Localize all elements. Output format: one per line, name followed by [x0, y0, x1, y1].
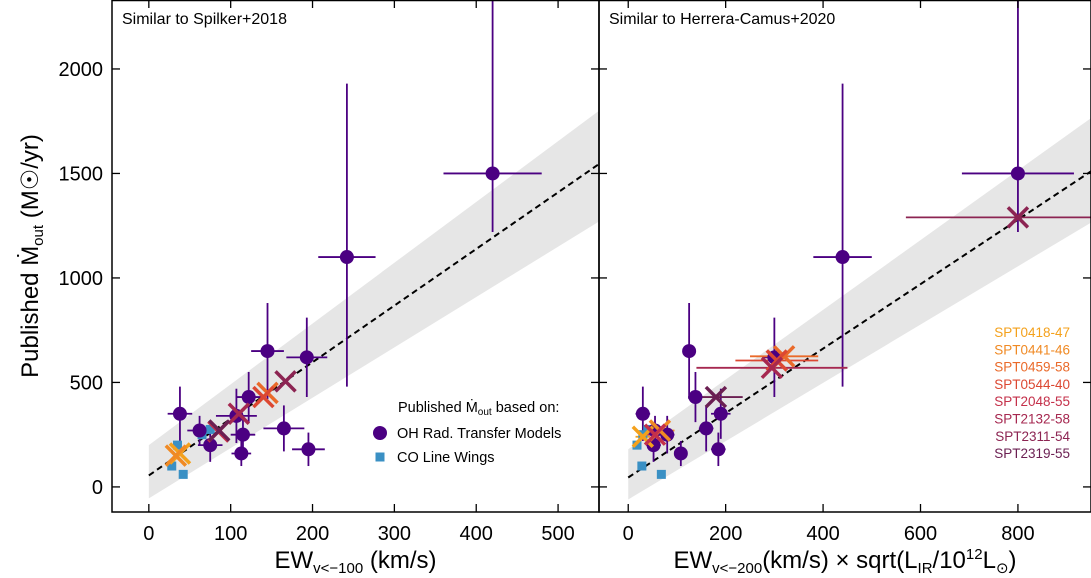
plot-area	[627, 0, 1091, 500]
y-tick-label: 500	[70, 372, 103, 394]
x-tick-label: 800	[1001, 523, 1034, 545]
legend-title: Published Ṁout based on:	[398, 398, 559, 418]
y-tick-label: 1500	[59, 163, 104, 185]
co-point	[637, 461, 647, 471]
source-label: SPT2048-55	[994, 394, 1070, 409]
x-tick-label: 200	[296, 523, 329, 545]
cross-marker	[207, 419, 231, 442]
legend: Published Ṁout based on: OH Rad. Transfer…	[373, 398, 561, 466]
panel-herrera-camus: 0 200 400 600 800 Similar to Herrera-Camus+20…	[598, 0, 1091, 577]
oh-point	[276, 421, 291, 436]
x-tick-label: 400	[460, 523, 493, 545]
oh-point	[192, 423, 207, 438]
oh-point	[711, 442, 726, 457]
oh-point	[635, 406, 650, 421]
x-tick-label: 0	[623, 523, 634, 545]
oh-point	[241, 390, 256, 405]
oh-point	[260, 344, 275, 359]
source-label: SPT2132-58	[994, 412, 1070, 427]
oh-point	[301, 442, 316, 457]
x-axis-label: EWv<−200(km/s) × sqrt(LIR/1012L⊙)	[673, 546, 1016, 577]
x-tick-label: 400	[806, 523, 839, 545]
source-label: SPT0441-46	[994, 342, 1070, 357]
source-label: SPT2319-55	[994, 446, 1070, 461]
confidence-band	[628, 118, 1091, 500]
x-tick-label: 100	[214, 523, 247, 545]
oh-point	[688, 390, 703, 405]
oh-point	[699, 421, 714, 436]
plot-area	[148, 0, 599, 499]
co-point	[172, 440, 182, 450]
cross-marker	[274, 370, 297, 393]
co-point	[632, 440, 642, 450]
cross-marker	[643, 423, 667, 446]
panel-title: Similar to Spilker+2018	[122, 11, 287, 28]
oh-point	[673, 446, 688, 461]
panel-frame	[598, 0, 1091, 513]
co-point	[205, 424, 215, 434]
y-tick-label: 2000	[59, 59, 104, 81]
y-tick-label: 0	[92, 477, 103, 499]
x-tick-label: 200	[709, 523, 742, 545]
co-point	[656, 469, 666, 479]
x-tick-label: 500	[541, 523, 574, 545]
cross-marker	[164, 444, 188, 467]
axes-extra: 0 500 1000 1500 2000 Published Ṁout (M☉/yr) Pu…	[17, 59, 1070, 499]
oh-point	[234, 446, 249, 461]
oh-point	[1010, 166, 1025, 181]
x-tick-label: 300	[378, 523, 411, 545]
oh-point	[235, 427, 250, 442]
source-label: SPT2311-54	[995, 429, 1070, 444]
oh-point	[682, 344, 697, 359]
cross-marker	[252, 385, 275, 409]
cross-marker	[227, 402, 251, 426]
y-tick-label: 1000	[59, 268, 104, 290]
co-point	[178, 469, 188, 479]
x-axis-label: EWv<−100 (km/s)	[274, 547, 436, 577]
cross-marker	[1006, 206, 1030, 229]
oh-point	[660, 427, 675, 442]
oh-point	[299, 350, 314, 365]
x-tick-label: 0	[143, 523, 154, 545]
panel-spilker: 0 100 200 300 400 500 Similar to Spilker+2018 E…	[111, 0, 600, 577]
y-axis-label: Published Ṁout (M☉/yr)	[17, 134, 47, 378]
oh-point	[203, 438, 218, 453]
source-labels: SPT0418-47 SPT0441-46 SPT0459-58 SPT0544-40…	[994, 325, 1070, 461]
oh-point	[339, 250, 354, 265]
co-point	[167, 461, 177, 471]
oh-point	[835, 250, 850, 265]
legend-oh-label: OH Rad. Transfer Models	[397, 426, 561, 442]
legend-co-marker	[375, 452, 385, 462]
source-label: SPT0418-47	[994, 325, 1070, 340]
cross-marker	[704, 385, 728, 409]
cross-marker	[760, 356, 784, 380]
x-tick-label: 600	[904, 523, 937, 545]
legend-co-label: CO Line Wings	[397, 450, 495, 466]
oh-point	[713, 406, 728, 421]
source-label: SPT0544-40	[994, 377, 1070, 392]
source-label: SPT0459-58	[994, 360, 1070, 375]
oh-point	[172, 406, 187, 421]
panel-title: Similar to Herrera-Camus+2020	[609, 11, 835, 28]
legend-oh-marker	[373, 426, 387, 440]
oh-point	[485, 166, 500, 181]
